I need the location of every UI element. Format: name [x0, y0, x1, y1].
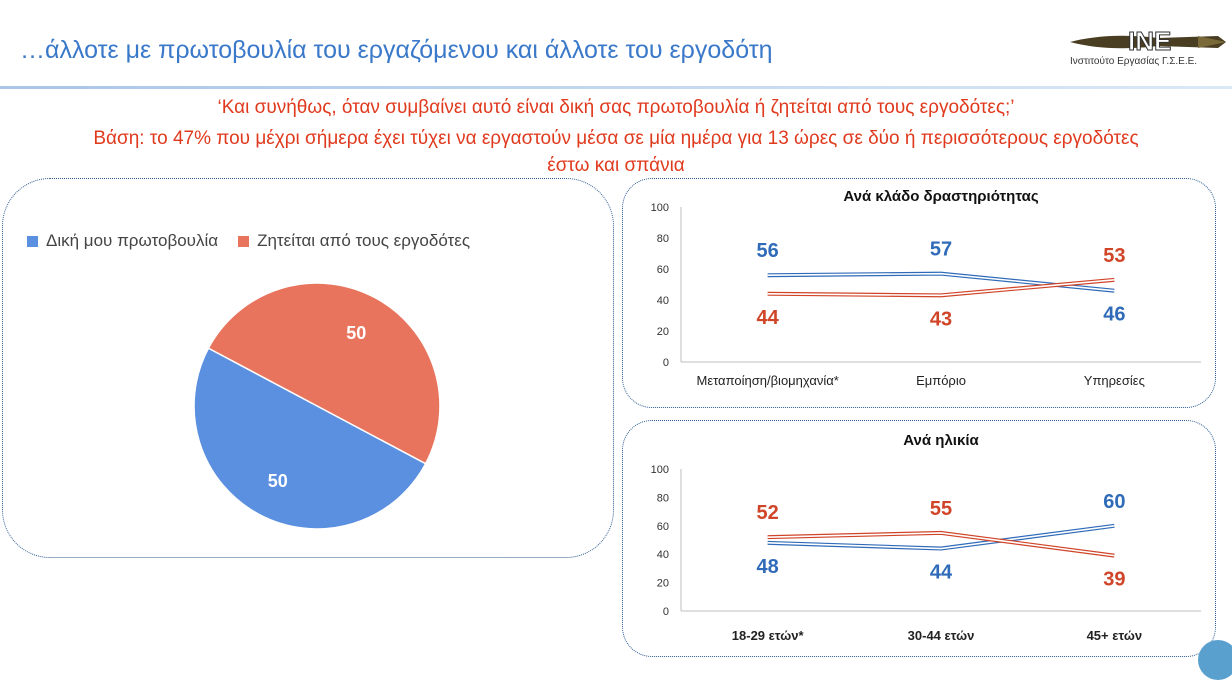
x-tick-label: Υπηρεσίες	[1084, 373, 1145, 388]
x-tick-label: Μεταποίηση/βιομηχανία*	[696, 373, 838, 388]
y-tick-label: 0	[663, 606, 669, 618]
age-chart-panel: Ανά ηλικία 0 20 40 60 80 100 18-29 ετών* 30-44 ε…	[622, 420, 1216, 657]
y-tick-label: 40	[657, 549, 669, 561]
y-tick-label: 60	[657, 264, 669, 276]
pie-data-label: 50	[346, 323, 366, 343]
x-tick-label: 45+ ετών	[1087, 628, 1143, 643]
legend-swatch-blue	[27, 235, 38, 247]
series-line-own-initiative-highlight	[767, 525, 1115, 550]
data-label: 55	[930, 498, 952, 520]
y-tick-label: 40	[657, 295, 669, 307]
pie-slice-own-initiative	[193, 347, 427, 530]
data-label: 53	[1103, 245, 1125, 267]
pie-legend: Δική μου πρωτοβουλία Ζητείται από τους ε…	[27, 231, 470, 251]
data-label: 48	[757, 556, 779, 578]
legend-item-own-initiative: Δική μου πρωτοβουλία	[27, 231, 218, 251]
y-tick-label: 60	[657, 521, 669, 533]
y-tick-label: 80	[657, 233, 669, 245]
data-label: 60	[1103, 491, 1125, 513]
chart-title: Ανά κλάδο δραστηριότητας	[843, 188, 1038, 205]
data-label: 44	[757, 307, 780, 329]
sector-chart-panel: Ανά κλάδο δραστηριότητας 0 20 40 60 80 100 Μετα…	[622, 178, 1216, 408]
question-text: ‘Και συνήθως, όταν συμβαίνει αυτό είναι …	[217, 97, 1015, 118]
x-tick-label: 30-44 ετών	[908, 628, 975, 643]
x-tick-label: 18-29 ετών*	[732, 628, 805, 643]
data-label: 52	[757, 502, 779, 524]
base-note-continued: έστω και σπάνια	[547, 155, 685, 176]
header-divider	[0, 86, 1232, 89]
series-line-own-initiative	[767, 271, 1115, 293]
data-label: 56	[757, 240, 779, 262]
x-tick-label: Εμπόριο	[916, 373, 966, 388]
y-tick-label: 0	[663, 357, 669, 369]
logo-subtitle: Ινστιτούτο Εργασίας Γ.Σ.Ε.Ε.	[1070, 56, 1198, 67]
data-label: 57	[930, 239, 952, 261]
age-line-chart: Ανά ηλικία 0 20 40 60 80 100 18-29 ετών* 30-44 ε…	[651, 432, 1201, 643]
corner-decoration	[1198, 640, 1232, 680]
chart-title: Ανά ηλικία	[903, 432, 979, 449]
data-label: 44	[930, 562, 953, 584]
sector-line-chart: Ανά κλάδο δραστηριότητας 0 20 40 60 80 100 Μετα…	[651, 188, 1201, 388]
series-line-employer-request	[767, 277, 1115, 298]
pie-chart: 50 50	[193, 282, 441, 530]
pie-chart-panel: Δική μου πρωτοβουλία Ζητείται από τους ε…	[2, 178, 614, 558]
y-tick-label: 20	[657, 578, 669, 590]
y-tick-label: 100	[651, 464, 669, 476]
legend-item-employer-request: Ζητείται από τους εργοδότες	[238, 231, 470, 251]
series-line-employer-request-highlight	[767, 279, 1115, 297]
pie-data-label: 50	[268, 471, 288, 491]
y-tick-label: 80	[657, 492, 669, 504]
pie-slice-employer-request	[207, 282, 441, 465]
ine-logo: INE	[1068, 26, 1228, 74]
logo-text: INE	[1128, 26, 1171, 56]
data-label: 39	[1103, 569, 1125, 591]
page-title: …άλλοτε με πρωτοβουλία του εργαζόμενου κ…	[20, 36, 773, 64]
y-tick-label: 20	[657, 326, 669, 338]
data-label: 46	[1103, 304, 1125, 326]
legend-label: Δική μου πρωτοβουλία	[46, 231, 219, 250]
legend-label: Ζητείται από τους εργοδότες	[257, 231, 471, 250]
data-label: 43	[930, 308, 952, 330]
base-note: Βάση: το 47% που μέχρι σήμερα έχει τύχει…	[93, 128, 1139, 149]
legend-swatch-red	[238, 235, 250, 247]
y-tick-label: 100	[651, 202, 669, 214]
series-line-employer-request-highlight	[767, 532, 1115, 557]
